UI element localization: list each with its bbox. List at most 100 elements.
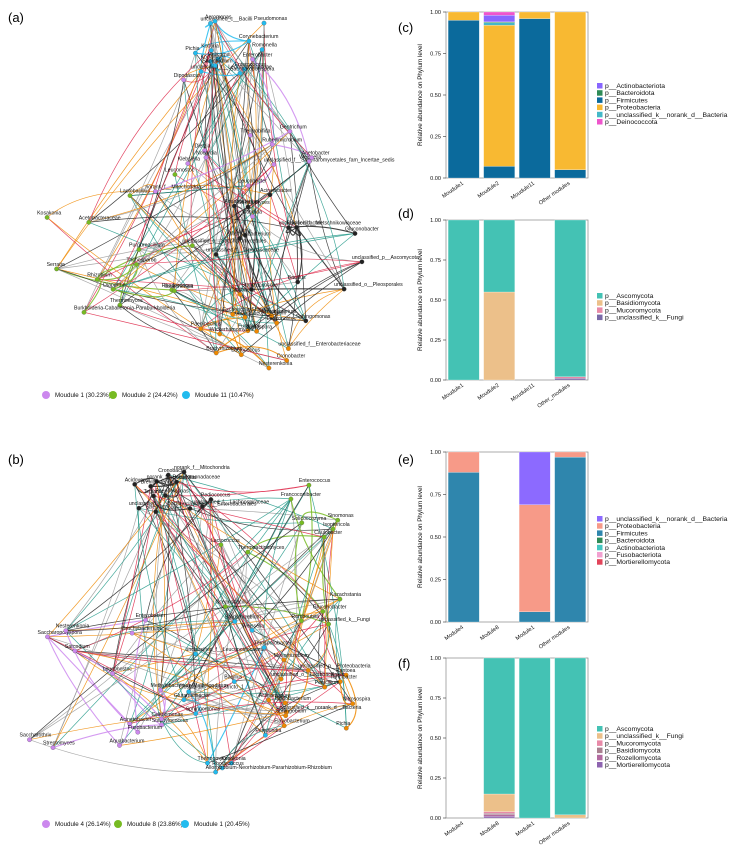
bar-segment xyxy=(554,376,586,379)
bar-segment xyxy=(483,814,515,817)
network-edge xyxy=(244,69,256,331)
panel-label-d: (d) xyxy=(398,206,414,221)
network-node xyxy=(223,604,228,609)
network-edge xyxy=(200,328,270,369)
network-node-label: norank_f__Mitochondria xyxy=(145,185,201,191)
network-node-label: Paenibacillus xyxy=(191,322,222,328)
bar-segment xyxy=(447,472,480,623)
network-node xyxy=(247,132,253,138)
network-edge xyxy=(247,551,324,612)
bar-segment xyxy=(554,11,586,170)
network-edge xyxy=(231,528,334,764)
network-node xyxy=(165,472,171,478)
network-node xyxy=(27,737,32,743)
network-node xyxy=(54,266,59,272)
network-node-label: Streptococcus xyxy=(146,505,179,511)
network-node xyxy=(266,697,272,703)
network-edge xyxy=(265,659,287,736)
network-node-label: Aquabacterium xyxy=(224,199,259,205)
network-edge xyxy=(215,681,341,773)
network-node-label: Oceanobacillus xyxy=(215,600,251,606)
network-edge xyxy=(129,195,241,295)
network-edge xyxy=(129,485,310,725)
network-edge xyxy=(74,650,162,720)
legend-label-module-4: Moudule 4 (26.14%) xyxy=(55,821,111,828)
network-edge xyxy=(97,264,137,281)
network-node xyxy=(172,288,177,294)
network-node-label: Leuconostoc xyxy=(267,316,297,322)
network-node-label: Geotrichum xyxy=(280,124,307,130)
bar-segment xyxy=(483,25,515,167)
y-tick-label: 1.00 xyxy=(430,450,441,456)
network-edge xyxy=(183,678,282,701)
network-node xyxy=(218,542,224,548)
network-edge xyxy=(174,58,219,291)
network-node xyxy=(250,56,255,62)
y-tick-label: 0.00 xyxy=(430,378,441,384)
network-edge xyxy=(214,65,228,335)
network-node xyxy=(202,148,207,153)
network-node xyxy=(250,214,255,219)
network-edge xyxy=(288,288,345,349)
network-edge xyxy=(183,699,353,712)
legend-label-module-1b: Moudule 1 (20.45%) xyxy=(194,821,250,828)
network-node-label: Rhizobium xyxy=(87,273,112,279)
x-tick-label: Moudule2 xyxy=(477,383,501,402)
network-node xyxy=(110,286,116,292)
network-node-label: unclassified_c__Bacilli xyxy=(129,501,181,507)
network-node-label: Pantoea xyxy=(336,668,355,674)
legend-dot-module-1b xyxy=(181,820,189,828)
legend-label: p__Rozellomycota xyxy=(605,755,661,762)
network-node xyxy=(193,651,198,657)
legend-label: p__Mucoromycota xyxy=(605,307,661,314)
network-edge xyxy=(323,537,341,682)
network-edge xyxy=(251,528,334,631)
network-edge xyxy=(265,536,325,736)
network-a-edges xyxy=(46,20,363,369)
y-tick-label: 0.75 xyxy=(430,493,441,499)
network-edge xyxy=(215,254,257,332)
network-edge xyxy=(210,61,241,295)
network-node xyxy=(249,627,255,633)
legend-swatch xyxy=(597,111,603,118)
network-node-label: Penicillium xyxy=(315,680,340,686)
legend-swatch xyxy=(597,314,603,321)
network-edge xyxy=(74,650,309,671)
network-node-label: Aeromonas xyxy=(205,14,232,20)
network-edge xyxy=(161,498,292,720)
panel-label-f: (f) xyxy=(398,656,410,671)
network-edge xyxy=(210,50,221,335)
network-b-legend: Moudule 4 (26.14%) Moudule 8 (23.86%) Mo… xyxy=(42,820,250,828)
x-tick-label: Moudule11 xyxy=(510,181,536,202)
y-tick-label: 1.00 xyxy=(430,10,441,16)
network-node xyxy=(208,20,213,26)
network-edge xyxy=(205,69,245,158)
network-node-label: unclassified_o__Pleosporales xyxy=(334,282,403,288)
network-node-label: Nesterenkonia xyxy=(56,624,90,630)
network-node-label: Staphylococcus xyxy=(242,282,279,288)
network-node-label: Sarcodium xyxy=(65,644,90,650)
network-node-label: unclassified_f__Lachnospiraceae xyxy=(192,499,269,505)
network-node-label: Fusobacterium xyxy=(128,725,162,731)
legend-swatch xyxy=(597,747,603,754)
network-edge xyxy=(88,144,273,223)
x-tick-label: Module8 xyxy=(479,821,500,838)
network-node-label: Sarcodium xyxy=(202,59,227,65)
network-edge xyxy=(244,235,307,322)
network-node xyxy=(172,172,178,177)
network-node-label: Aquabacterium xyxy=(110,738,145,744)
y-tick-label: 0.00 xyxy=(430,620,441,626)
network-edge xyxy=(280,520,339,680)
legend-swatch xyxy=(597,83,603,89)
network-node-label: Trichosporon xyxy=(126,257,156,263)
network-edge xyxy=(296,227,345,290)
network-edge xyxy=(247,161,310,331)
network-node xyxy=(245,204,251,210)
network-edge xyxy=(138,507,287,713)
bar-segment xyxy=(483,219,515,293)
network-edge xyxy=(215,59,253,255)
network-node xyxy=(261,20,267,26)
bar-segment xyxy=(447,20,480,179)
legend-label-module-2: Moudule 2 (24.42%) xyxy=(122,392,178,399)
network-node xyxy=(205,760,210,766)
